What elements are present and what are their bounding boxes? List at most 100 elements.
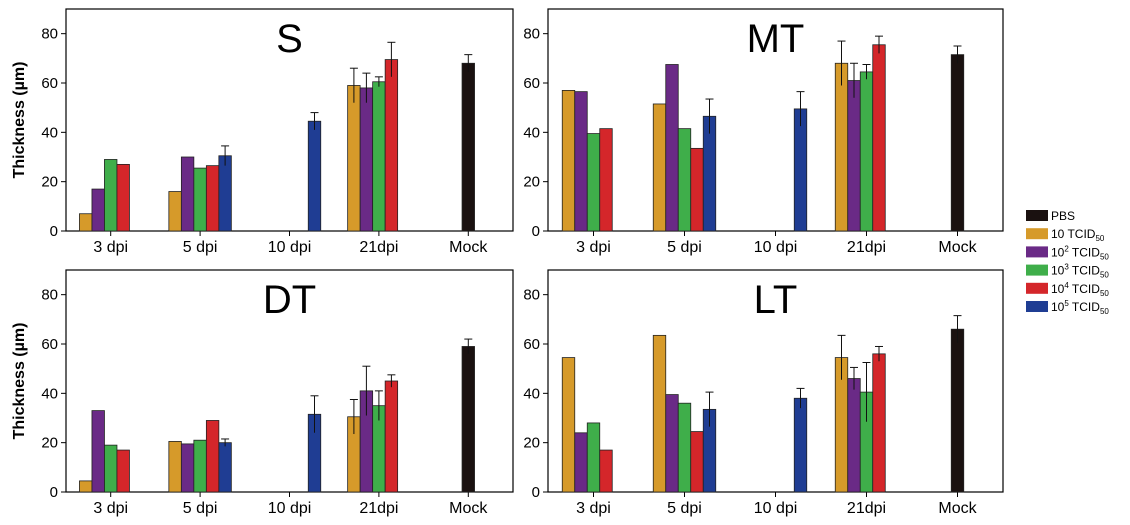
panel-mt: 0 20 40 60 80 3 dpi 5 dpi 10 dpi 21dpi Mock MT [523,8,1004,256]
x-tick-label: 10 dpi [754,239,798,256]
panel-title: DT [263,278,316,322]
x-tick-label: 10 dpi [268,500,312,517]
bar [104,159,118,232]
bar [872,353,886,493]
bar [652,334,667,493]
y-axis-label: Thickness (µm) [11,323,28,440]
legend-swatch [1026,228,1048,240]
bar [91,188,105,232]
x-tick-label: Mock [938,239,977,256]
bar [359,87,374,232]
bar [677,402,692,493]
bar [205,165,220,232]
bar [677,128,692,232]
panel-lt: 0 20 40 60 80 3 dpi 5 dpi 10 dpi 21dpi Mock LT [523,269,1004,517]
bar [461,346,475,493]
x-tick-label: Mock [938,500,977,517]
x-tick-label: 5 dpi [183,500,218,517]
x-tick-label: 5 dpi [667,239,702,256]
x-tick-label: 5 dpi [667,500,702,517]
panel-s: 0 20 40 60 80 3 dpi 5 dpi 10 dpi 21dpi Mock S Thick… [11,8,514,256]
y-tick-label: 20 [523,174,540,191]
bar [384,380,399,493]
bar [793,108,808,232]
bar [586,133,601,232]
y-tick-label: 40 [523,124,540,141]
legend-label: 102 TCID50 [1051,244,1109,261]
legend-swatch [1026,282,1048,294]
y-tick-label: 0 [50,484,58,501]
y-tick-label: 40 [41,124,58,141]
y-tick-label: 0 [50,223,58,240]
y-tick-label: 40 [41,385,58,402]
y-tick-label: 0 [532,223,540,240]
bar [652,103,667,232]
x-tick-label: Mock [449,500,488,517]
bar [847,378,861,493]
x-tick-label: 3 dpi [576,500,611,517]
bar [193,439,207,493]
y-tick-label: 20 [41,435,58,452]
y-tick-label: 20 [523,435,540,452]
legend-swatch [1026,246,1048,258]
y-tick-label: 60 [523,336,540,353]
bar [218,155,232,232]
bar [872,44,886,232]
bar [384,59,399,232]
bar [834,62,849,232]
bar [793,397,808,493]
y-tick-label: 20 [41,174,58,191]
bar [599,128,613,232]
y-tick-label: 60 [41,75,58,92]
y-axis-label: Thickness (µm) [11,62,28,179]
bar [116,163,130,232]
bar [665,64,679,232]
bar [79,213,93,232]
bar [561,90,576,232]
legend-swatch [1026,301,1048,312]
y-tick-label: 0 [532,484,540,501]
panel-dt: 0 20 40 60 80 3 dpi 5 dpi 10 dpi 21dpi Mock DT Thic… [11,269,514,517]
legend-swatch [1026,264,1048,276]
bar [950,328,965,493]
legend-swatch [1026,210,1048,221]
x-tick-label: 21dpi [847,239,886,256]
legend-label: 104 TCID50 [1051,281,1109,298]
x-tick-label: Mock [449,239,488,256]
bar [690,147,704,232]
y-tick-label: 80 [523,287,540,304]
x-tick-label: 10 dpi [268,239,312,256]
bar [665,394,679,493]
bar [193,167,207,232]
bar [347,85,361,232]
panel-title: LT [754,278,798,322]
panel-title: S [276,17,303,61]
y-tick-label: 60 [523,75,540,92]
bar [847,80,861,232]
x-tick-label: 3 dpi [576,239,611,256]
bar [586,422,601,493]
y-tick-label: 80 [523,26,540,43]
bar [859,71,874,232]
x-tick-label: 3 dpi [93,500,128,517]
bar [461,62,475,232]
bar [180,443,195,493]
legend-label: 103 TCID50 [1051,263,1109,280]
bar [91,410,105,493]
x-tick-label: 21dpi [359,239,398,256]
bar [79,480,93,493]
legend-label: 105 TCID50 [1051,299,1109,316]
bar [307,120,322,232]
y-tick-label: 60 [41,336,58,353]
legend-label: PBS [1051,209,1075,223]
bar [168,191,182,232]
y-tick-label: 80 [41,287,58,304]
bar [218,442,232,493]
x-tick-label: 3 dpi [93,239,128,256]
x-tick-label: 21dpi [847,500,886,517]
bar [168,441,182,493]
legend-label: 10 TCID50 [1051,227,1105,243]
bar [372,81,386,232]
